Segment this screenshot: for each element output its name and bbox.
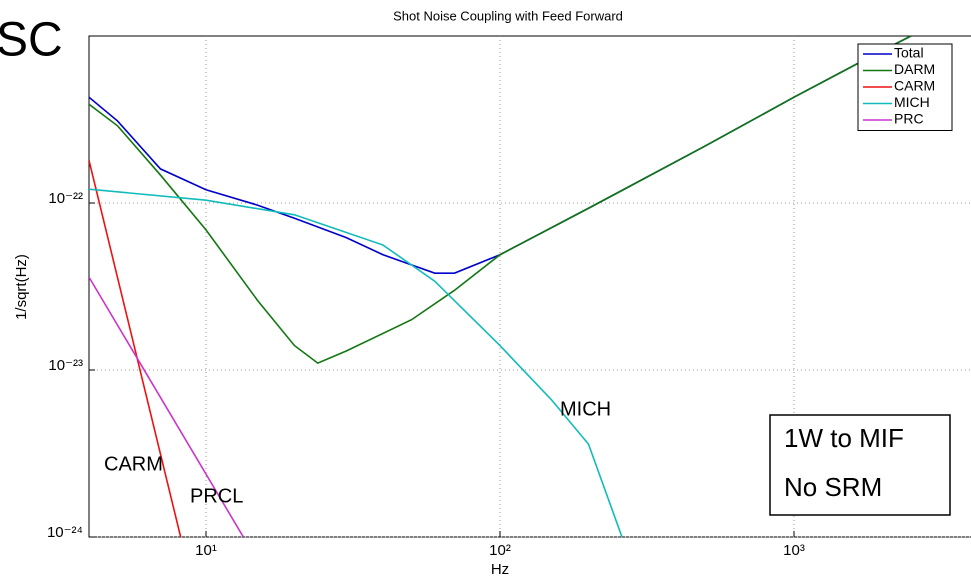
y-axis-label: 1/sqrt(Hz) [13,254,30,320]
series-line [89,36,912,365]
annotation: MICH [560,398,611,420]
annotation: SC [0,14,63,67]
legend-label: CARM [894,78,935,94]
legend-label: PRC [894,111,924,127]
x-tick-label: 10² [489,542,511,559]
annotation: 1W to MIF [784,423,904,453]
x-tick-label: 10¹ [195,542,217,559]
series-line [89,276,245,537]
annotation: No SRM [784,472,882,502]
x-tick-label: 10³ [783,542,805,559]
series-line [89,160,182,537]
x-axis-label: Hz [491,561,509,578]
legend-label: Total [894,45,924,61]
y-tick-label: 10⁻²² [48,190,83,207]
annotation: CARM [104,453,163,475]
annotation-box [769,414,951,516]
y-tick-label: 10⁻²⁴ [47,524,83,541]
plot-area [89,36,912,537]
chart-title: Shot Noise Coupling with Feed Forward [393,8,623,23]
annotation: PRCL [190,485,243,507]
legend-label: MICH [894,94,930,110]
legend-label: DARM [894,61,935,77]
y-tick-label: 10⁻²³ [48,357,83,374]
series-line [89,188,623,537]
